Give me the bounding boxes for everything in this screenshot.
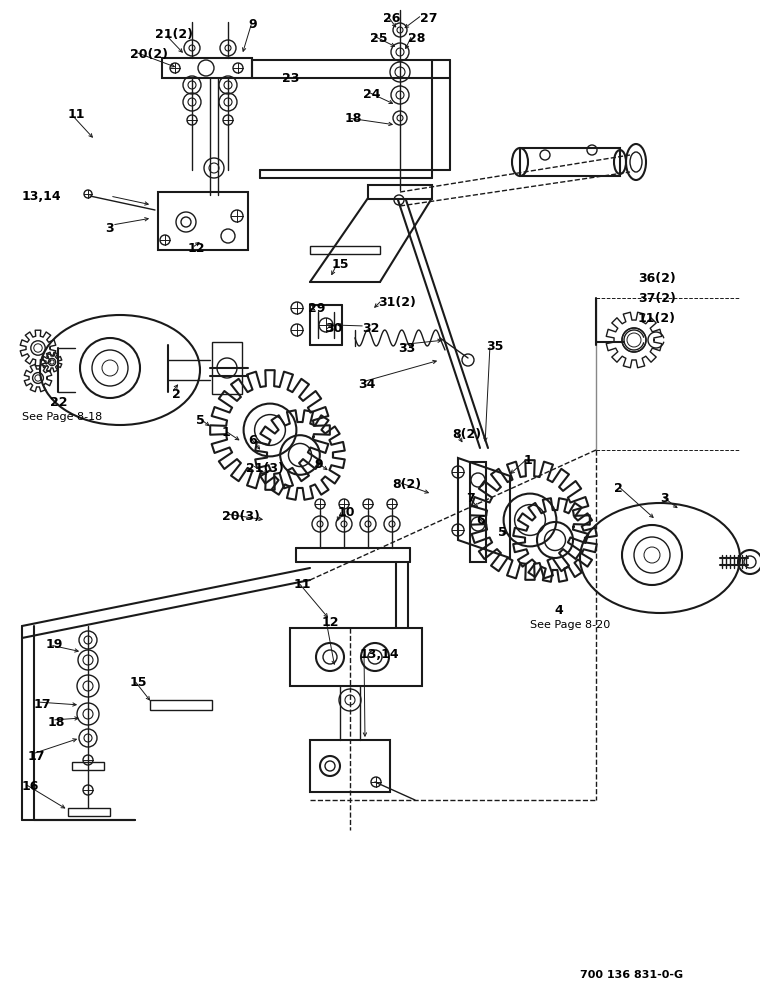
Text: See Page 8-18: See Page 8-18 (22, 412, 103, 422)
Text: 13,14: 13,14 (360, 648, 400, 661)
Text: 5: 5 (498, 526, 507, 539)
Text: 8(2): 8(2) (452, 428, 481, 441)
Text: 31(2): 31(2) (378, 296, 416, 309)
Text: 33: 33 (398, 342, 415, 355)
Bar (520, 148, 620, 176)
Bar (162, 58, 252, 78)
Text: 700 136 831-0-G: 700 136 831-0-G (580, 970, 683, 980)
Text: 6: 6 (248, 434, 257, 447)
Text: 11: 11 (294, 578, 312, 591)
Bar (150, 700, 212, 710)
Text: 12: 12 (322, 616, 340, 629)
Text: 37(2): 37(2) (638, 292, 676, 305)
Text: 28: 28 (408, 32, 426, 45)
Text: 9: 9 (248, 18, 257, 31)
Text: 26: 26 (383, 12, 401, 25)
Text: 32: 32 (362, 322, 379, 335)
Text: 19: 19 (46, 638, 63, 651)
Text: 17: 17 (34, 698, 52, 711)
Text: 6: 6 (476, 514, 485, 527)
Text: 9: 9 (314, 458, 323, 471)
Text: 16: 16 (22, 780, 40, 793)
Text: 4: 4 (554, 604, 562, 617)
Text: 21(2): 21(2) (155, 28, 193, 41)
Bar (368, 185, 432, 199)
Text: 20(3): 20(3) (222, 510, 260, 523)
Text: 15: 15 (130, 676, 147, 689)
Text: 2: 2 (172, 388, 181, 401)
Text: 7: 7 (466, 492, 475, 505)
Text: 2: 2 (614, 482, 622, 495)
Text: 27: 27 (420, 12, 438, 25)
Bar (212, 342, 242, 394)
Text: 18: 18 (48, 716, 65, 729)
Bar (68, 808, 110, 816)
Bar (470, 462, 486, 562)
Text: 5: 5 (196, 414, 204, 427)
Text: 3: 3 (660, 492, 669, 505)
Text: 35: 35 (486, 340, 503, 353)
Text: 24: 24 (363, 88, 381, 101)
Text: 3: 3 (105, 222, 114, 235)
Text: 13,14: 13,14 (22, 190, 62, 203)
Bar (310, 740, 390, 792)
Bar (72, 762, 104, 770)
Text: See Page 8-20: See Page 8-20 (530, 620, 610, 630)
Bar (158, 192, 248, 250)
Text: 23: 23 (282, 72, 299, 85)
Text: 1: 1 (222, 426, 231, 439)
Text: 1: 1 (524, 454, 533, 467)
Text: 30: 30 (325, 322, 342, 335)
Bar (290, 628, 422, 686)
Bar (310, 246, 380, 254)
Text: 36(2): 36(2) (638, 272, 676, 285)
Text: 17: 17 (28, 750, 46, 763)
Text: 25: 25 (370, 32, 388, 45)
Text: 21(3): 21(3) (246, 462, 284, 475)
Text: 11(2): 11(2) (638, 312, 676, 325)
Text: 20(2): 20(2) (130, 48, 168, 61)
Text: 12: 12 (188, 242, 205, 255)
Text: 29: 29 (308, 302, 325, 315)
Text: 18: 18 (345, 112, 363, 125)
Text: 22: 22 (50, 396, 68, 409)
Text: 15: 15 (332, 258, 350, 271)
Text: 8(2): 8(2) (392, 478, 421, 491)
Text: 34: 34 (358, 378, 375, 391)
Text: 11: 11 (68, 108, 85, 121)
Text: 10: 10 (338, 506, 356, 519)
